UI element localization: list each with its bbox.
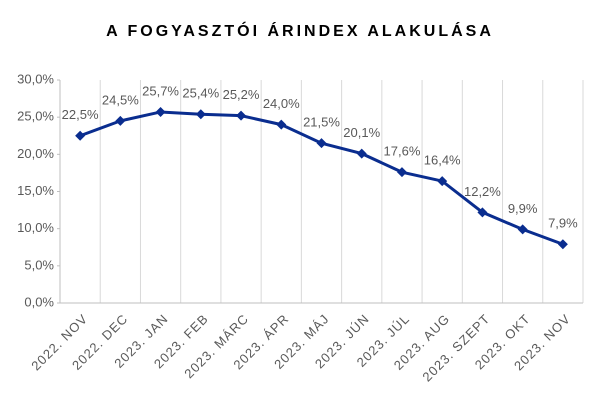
data-label: 16,4% <box>424 153 461 168</box>
marker <box>356 148 367 159</box>
marker <box>477 207 488 218</box>
y-tick-label: 5,0% <box>24 257 54 272</box>
data-label: 7,9% <box>548 216 578 231</box>
y-tick-label: 20,0% <box>17 146 54 161</box>
chart-title: A FOGYASZTÓI ÁRINDEX ALAKULÁSA <box>106 21 494 40</box>
marker <box>396 167 407 178</box>
data-label: 17,6% <box>384 144 421 159</box>
data-label: 12,2% <box>464 184 501 199</box>
marker <box>517 224 528 235</box>
data-label: 22,5% <box>62 107 99 122</box>
data-label: 25,7% <box>142 83 179 98</box>
marker <box>115 115 126 126</box>
marker <box>276 119 287 130</box>
data-label: 24,0% <box>263 96 300 111</box>
data-label: 25,4% <box>182 86 219 101</box>
y-tick-label: 10,0% <box>17 220 54 235</box>
marker <box>75 130 86 141</box>
y-tick-label: 15,0% <box>17 183 54 198</box>
data-label: 20,1% <box>343 125 380 140</box>
data-label: 9,9% <box>508 201 538 216</box>
marker <box>236 110 247 121</box>
marker <box>316 138 327 149</box>
y-tick-label: 25,0% <box>17 109 54 124</box>
marker <box>437 176 448 187</box>
data-label: 25,2% <box>223 87 260 102</box>
y-tick-label: 30,0% <box>17 71 54 86</box>
data-label: 24,5% <box>102 92 139 107</box>
marker <box>195 109 206 120</box>
y-tick-label: 0,0% <box>24 294 54 309</box>
marker <box>557 239 568 250</box>
data-label: 21,5% <box>303 115 340 130</box>
marker <box>155 106 166 117</box>
